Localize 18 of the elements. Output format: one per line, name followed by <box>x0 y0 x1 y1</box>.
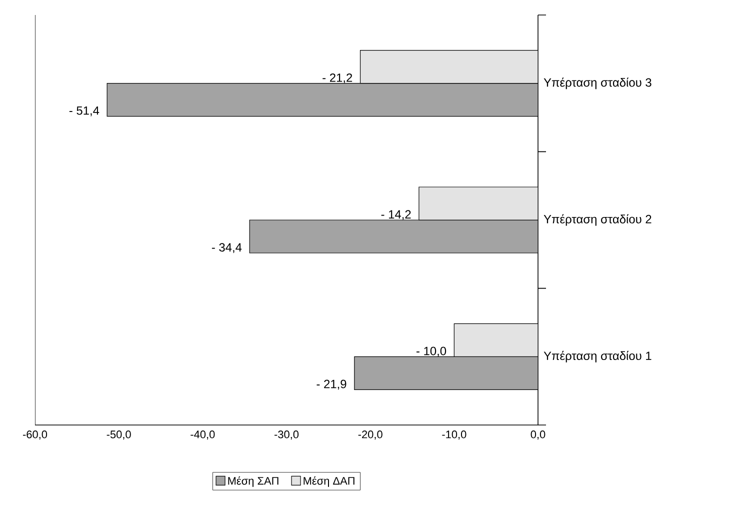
x-tick-label: -50,0 <box>106 430 131 440</box>
x-tick-label: -60,0 <box>22 430 48 440</box>
x-tick-label: -10,0 <box>442 430 466 440</box>
legend-label: Μέση ΔΑΠ <box>304 476 354 487</box>
x-tick-label: -20,0 <box>358 430 382 440</box>
data-label: - 21,9 <box>316 380 346 390</box>
y-tick-label: Υπέρταση σταδίου 1 <box>544 350 652 362</box>
data-label: - 14,2 <box>381 210 411 220</box>
data-label: - 21,2 <box>322 73 352 84</box>
data-label: - 51,4 <box>69 106 100 116</box>
x-tick-label: -40,0 <box>190 430 215 440</box>
legend-label: Μέση ΣΑΠ <box>228 476 278 487</box>
x-tick-label: -30,0 <box>274 430 299 440</box>
data-label: - 34,4 <box>212 243 242 253</box>
x-tick-label: 0,0 <box>530 430 546 440</box>
y-tick-label: Υπέρταση σταδίου 3 <box>544 78 652 90</box>
data-label: - 10,0 <box>416 346 446 357</box>
y-tick-label: Υπέρταση σταδίου 2 <box>544 214 652 226</box>
